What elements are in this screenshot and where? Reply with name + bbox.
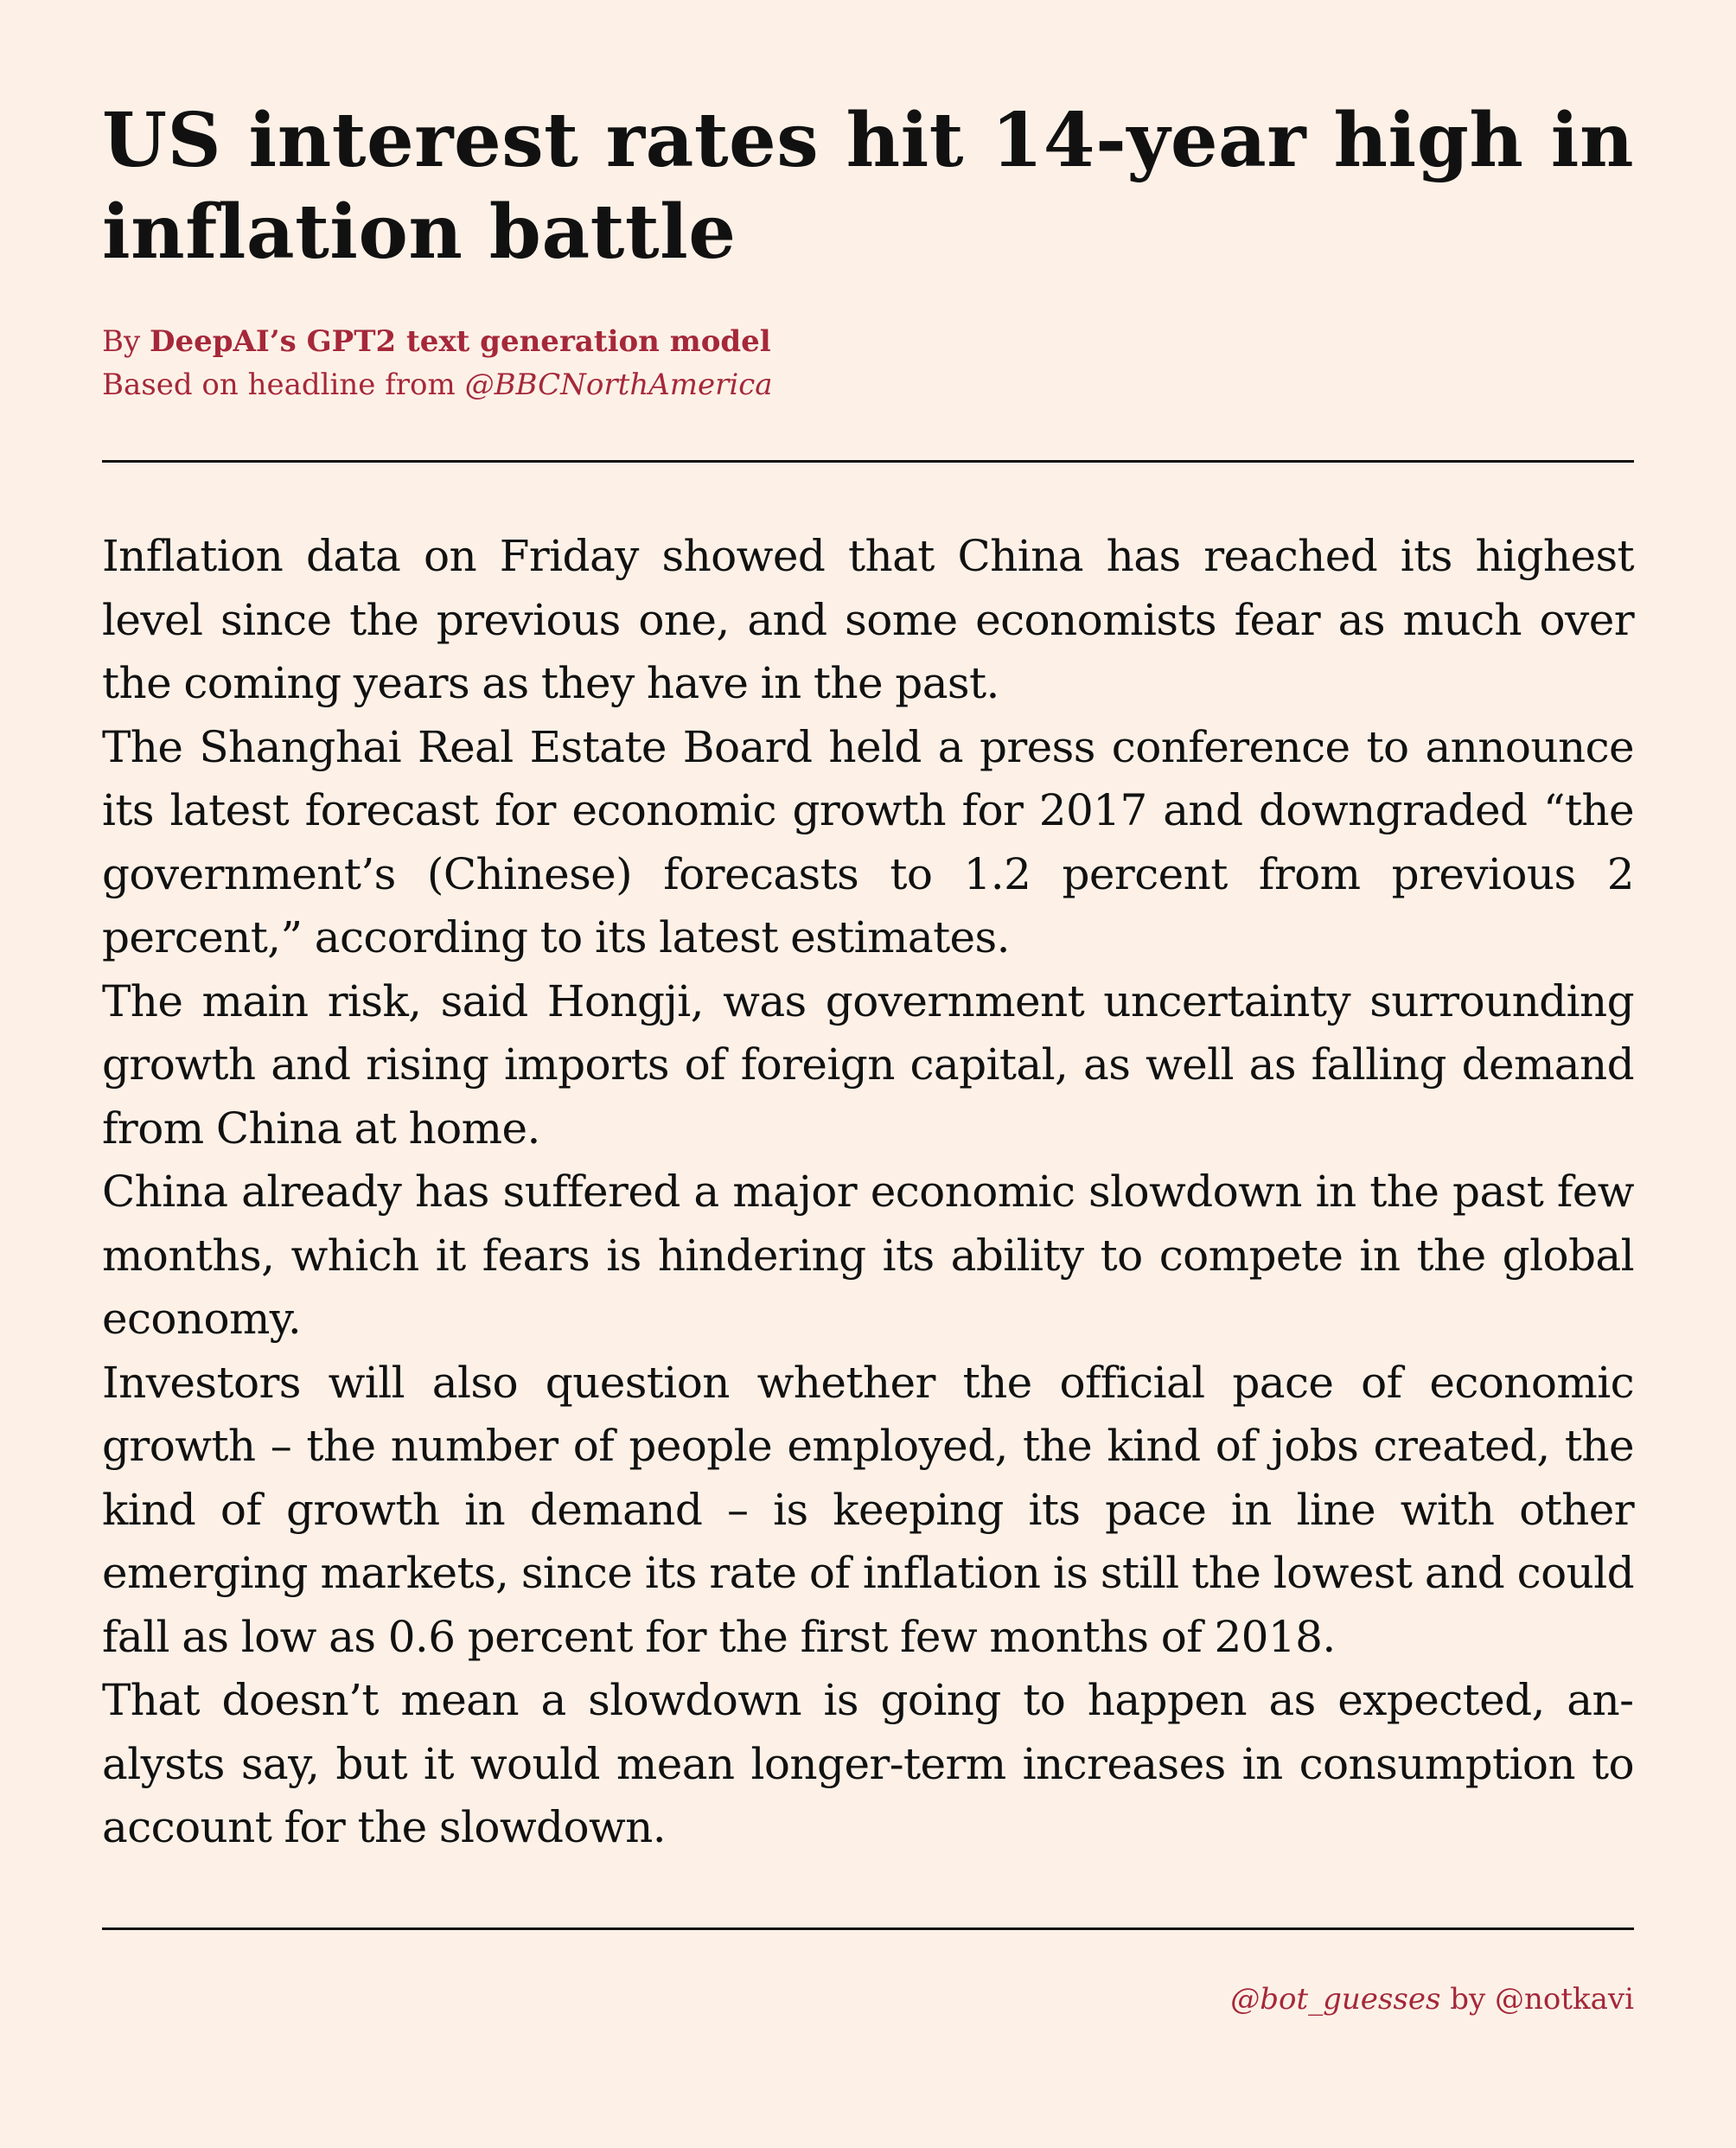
footer-handle: @bot_guesses bbox=[1230, 1981, 1441, 2017]
paragraph-2: The Shanghai Real Estate Board held a pr… bbox=[102, 721, 1635, 963]
footer-by: by bbox=[1440, 1981, 1495, 2017]
paragraph-1: Inflation data on Friday showed that Chi… bbox=[102, 531, 1635, 708]
source-prefix: Based on headline from bbox=[102, 368, 465, 402]
source-line: Based on headline from @BBCNorthAmerica bbox=[102, 363, 1634, 406]
top-divider bbox=[102, 460, 1634, 463]
article-body: Inflation data on Friday showed that Chi… bbox=[102, 525, 1635, 1860]
headline: US interest rates hit 14-year high in in… bbox=[102, 97, 1634, 276]
paragraph-3: The main risk, said Hongji, was governme… bbox=[102, 975, 1635, 1154]
bottom-divider bbox=[102, 1927, 1634, 1930]
author-line: By DeepAI’s GPT2 text generation model bbox=[102, 320, 1634, 363]
byline-author: DeepAI’s GPT2 text generation model bbox=[150, 324, 771, 359]
paragraph-4: China already has suffered a major econo… bbox=[102, 1167, 1635, 1344]
source-handle: @BBCNorthAmerica bbox=[464, 368, 773, 402]
byline: By DeepAI’s GPT2 text generation model B… bbox=[102, 320, 1634, 406]
footer-credit: @bot_guesses by @notkavi bbox=[102, 1982, 1634, 2017]
byline-prefix: By bbox=[102, 324, 150, 359]
paragraph-5: Investors will also question whether the… bbox=[102, 1357, 1635, 1662]
paragraph-6: That doesn’t mean a slowdown is going to… bbox=[102, 1675, 1635, 1852]
footer-author: @notkavi bbox=[1495, 1981, 1634, 2017]
